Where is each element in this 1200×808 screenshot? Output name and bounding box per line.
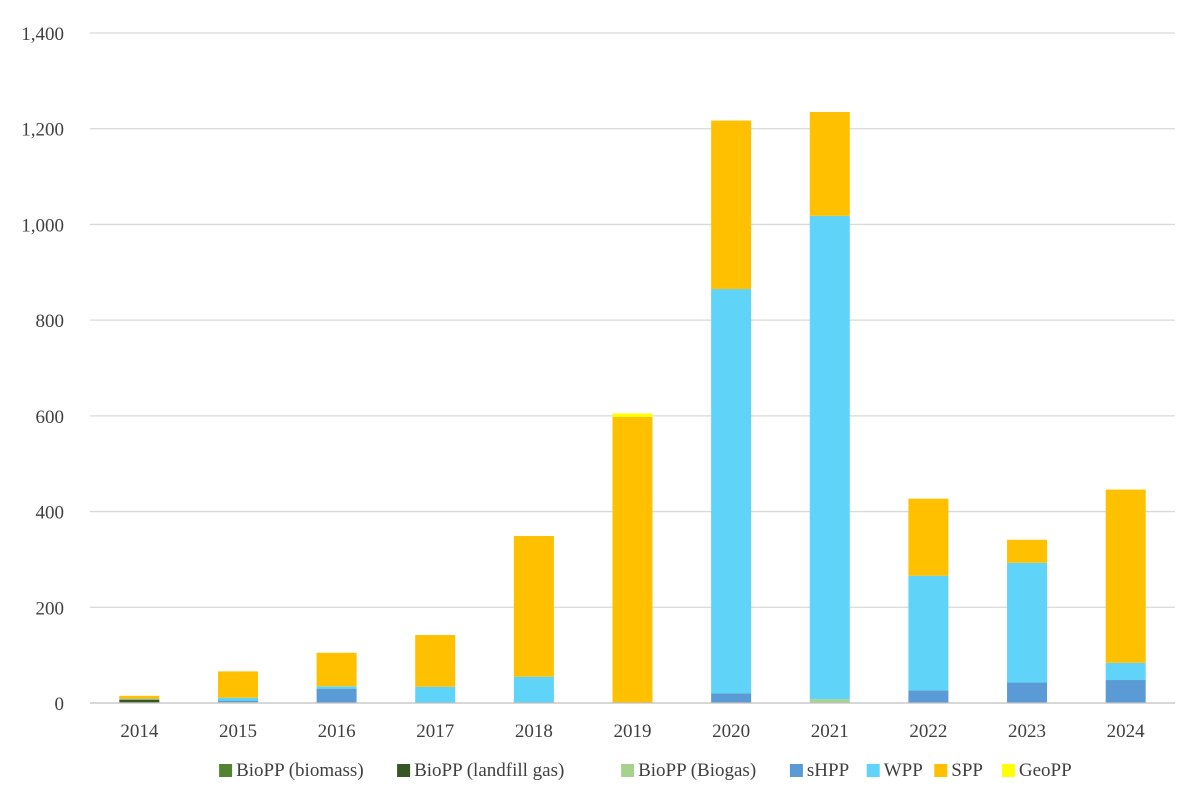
bar-segment bbox=[316, 688, 357, 703]
legend-item: GeoPP bbox=[1001, 760, 1072, 781]
legend-swatch bbox=[789, 764, 803, 777]
legend-swatch bbox=[1001, 764, 1015, 777]
bar-segment bbox=[513, 676, 554, 703]
legend-item: SPP bbox=[934, 760, 983, 781]
legend-swatch bbox=[621, 764, 635, 777]
y-tick-label: 1,000 bbox=[21, 215, 64, 236]
bar-segment bbox=[1007, 562, 1048, 683]
bar-segment bbox=[711, 693, 752, 703]
bar-segment bbox=[711, 289, 752, 694]
bar-segment bbox=[513, 535, 554, 677]
bar-segment bbox=[711, 120, 752, 290]
legend-label: BioPP (landfill gas) bbox=[414, 760, 564, 781]
bar-segment bbox=[316, 686, 357, 689]
bar-segment bbox=[1105, 680, 1146, 703]
x-tick-label: 2024 bbox=[1107, 721, 1146, 742]
legend-label: sHPP bbox=[807, 760, 849, 781]
bar-segment bbox=[415, 686, 456, 703]
bar-segment bbox=[316, 652, 357, 687]
legend-label: GeoPP bbox=[1019, 760, 1072, 781]
bar-segment bbox=[612, 416, 653, 703]
y-tick-label: 1,200 bbox=[21, 120, 64, 141]
y-tick-label: 0 bbox=[55, 694, 65, 715]
legend-item: BioPP (biomass) bbox=[219, 760, 364, 781]
bar-segment bbox=[217, 697, 258, 701]
bar-segment bbox=[908, 498, 949, 576]
y-axis-tick-labels: 0 200 400 600 800 1,000 1,200 1,400 bbox=[21, 24, 64, 715]
legend-label: BioPP (biomass) bbox=[236, 760, 364, 781]
bar-segment bbox=[119, 695, 160, 699]
x-tick-label: 2023 bbox=[1008, 721, 1046, 742]
legend-label: SPP bbox=[951, 760, 983, 781]
legend-item: BioPP (Biogas) bbox=[621, 760, 756, 781]
x-tick-label: 2020 bbox=[712, 721, 750, 742]
bar-segment bbox=[119, 699, 160, 703]
legend-item: sHPP bbox=[789, 760, 849, 781]
x-tick-label: 2014 bbox=[120, 721, 159, 742]
bar-segment bbox=[809, 699, 850, 703]
y-tick-label: 600 bbox=[36, 407, 65, 428]
bar-segment bbox=[908, 690, 949, 703]
bar-segment bbox=[1105, 662, 1146, 681]
bar-segment bbox=[809, 215, 850, 700]
legend-swatch bbox=[866, 764, 880, 777]
bar-segment bbox=[1007, 539, 1048, 563]
legend-swatch bbox=[397, 764, 411, 777]
y-tick-label: 1,400 bbox=[21, 24, 64, 45]
bar-segment bbox=[415, 635, 456, 687]
bar-segment bbox=[1105, 489, 1146, 663]
legend: BioPP (biomass) BioPP (landfill gas) BioPP… bbox=[219, 760, 1072, 781]
bar-segment bbox=[217, 671, 258, 698]
x-tick-label: 2015 bbox=[219, 721, 257, 742]
legend-label: BioPP (Biogas) bbox=[638, 760, 756, 781]
x-tick-label: 2016 bbox=[318, 721, 356, 742]
legend-swatch bbox=[934, 764, 948, 777]
bar-segment bbox=[217, 700, 258, 703]
bars bbox=[119, 111, 1146, 703]
y-tick-label: 800 bbox=[36, 311, 65, 332]
legend-label: WPP bbox=[884, 760, 923, 781]
y-tick-label: 200 bbox=[36, 598, 65, 619]
bar-segment bbox=[1007, 682, 1048, 703]
x-tick-label: 2017 bbox=[416, 721, 454, 742]
legend-item: WPP bbox=[866, 760, 923, 781]
y-tick-label: 400 bbox=[36, 503, 65, 524]
legend-item: BioPP (landfill gas) bbox=[397, 760, 564, 781]
bar-segment bbox=[908, 575, 949, 691]
x-tick-label: 2021 bbox=[811, 721, 849, 742]
bar-segment bbox=[612, 413, 653, 417]
x-tick-label: 2022 bbox=[909, 721, 947, 742]
x-tick-label: 2019 bbox=[614, 721, 652, 742]
x-tick-label: 2018 bbox=[515, 721, 553, 742]
legend-swatch bbox=[219, 764, 233, 777]
bar-segment bbox=[809, 111, 850, 216]
x-axis: 2014 2015 2016 2017 2018 2019 2020 2021 2022 2023… bbox=[90, 702, 1175, 742]
